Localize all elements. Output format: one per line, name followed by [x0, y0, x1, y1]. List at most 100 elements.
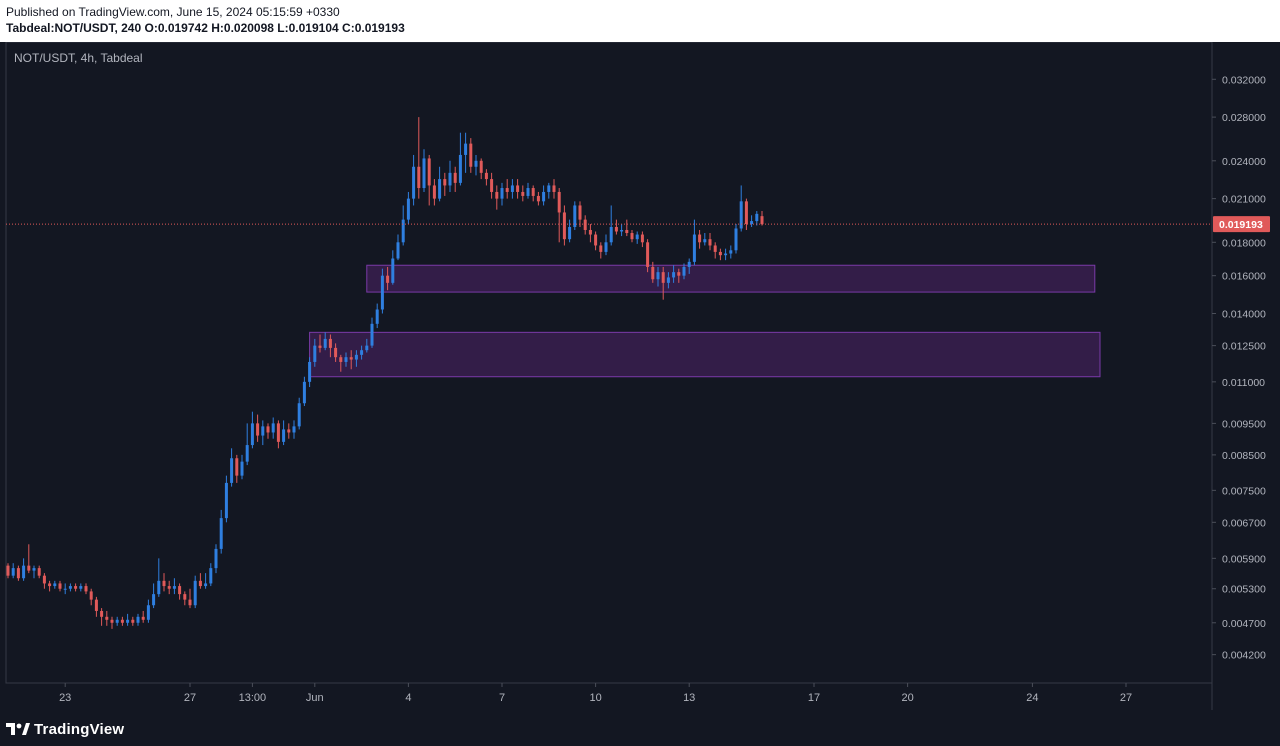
candle-body: [495, 191, 499, 199]
candle: [74, 583, 78, 592]
candle: [183, 591, 187, 606]
candle: [552, 179, 556, 199]
candle-body: [74, 586, 78, 589]
candle-body: [68, 586, 72, 589]
candle-body: [432, 185, 436, 199]
symbol-interval: Tabdeal:NOT/USDT, 240: [6, 21, 142, 35]
price-tick-label: 0.005900: [1222, 553, 1266, 565]
candle: [458, 132, 462, 186]
candle: [692, 219, 696, 266]
tradingview-logo[interactable]: TradingView: [6, 719, 124, 739]
time-tick-label: 27: [184, 692, 196, 704]
candle-body: [188, 599, 192, 606]
price-tick-label: 0.021000: [1222, 194, 1266, 206]
candle-body: [573, 205, 577, 227]
candle-body: [552, 185, 556, 192]
candle-body: [760, 216, 764, 225]
candle: [94, 596, 98, 617]
price-tick-label: 0.009500: [1222, 418, 1266, 430]
last-price-label: 0.019193: [1219, 219, 1263, 231]
candle-body: [58, 583, 62, 589]
candle: [292, 420, 296, 439]
candle-body: [646, 242, 650, 267]
candle: [604, 234, 608, 256]
price-chart[interactable]: 0.032000 0.028000 0.024000 0.021000 0.018000…: [0, 42, 1280, 710]
candle-body: [453, 172, 457, 183]
candle: [339, 354, 343, 372]
candle: [37, 565, 41, 579]
candle: [105, 610, 109, 626]
candle-body: [224, 482, 228, 519]
candle-body: [48, 583, 52, 587]
candle-body: [313, 345, 317, 362]
candle-body: [256, 423, 260, 436]
price-tick-label: 0.028000: [1222, 112, 1266, 124]
candle-body: [739, 201, 743, 229]
candle: [120, 616, 124, 626]
price-tick-label: 0.004200: [1222, 650, 1266, 662]
candle-body: [53, 583, 57, 587]
time-tick-label: 7: [499, 692, 505, 704]
candle-body: [287, 429, 291, 433]
candle: [609, 205, 613, 246]
candle-body: [750, 221, 754, 225]
candle: [666, 272, 670, 289]
candle: [323, 332, 327, 351]
candle-body: [609, 226, 613, 243]
candle-body: [219, 518, 223, 549]
candle-body: [625, 229, 629, 234]
candle: [568, 219, 572, 243]
candle: [27, 544, 31, 574]
candle: [729, 245, 733, 259]
candle-body: [568, 226, 572, 240]
candle: [328, 334, 332, 358]
candle: [755, 211, 759, 226]
price-tick-label: 0.006700: [1222, 517, 1266, 529]
candle-body: [172, 586, 176, 589]
candle-body: [89, 591, 93, 600]
candle-body: [661, 272, 665, 283]
candle: [308, 357, 312, 388]
candle: [110, 616, 114, 629]
candle-body: [276, 423, 280, 442]
candle-body: [365, 345, 369, 351]
candle-body: [105, 616, 109, 620]
candle-body: [204, 583, 208, 587]
candle-body: [375, 309, 379, 324]
candle-body: [292, 426, 296, 433]
candle: [209, 563, 213, 587]
demand-zone-1[interactable]: [366, 264, 1096, 293]
tradingview-logo-icon: [6, 723, 30, 735]
price-tick-label: 0.007500: [1222, 485, 1266, 497]
candle-body: [458, 154, 462, 183]
candle: [318, 334, 322, 353]
candle: [126, 613, 130, 626]
candle: [89, 588, 93, 606]
candle-body: [698, 234, 702, 243]
candle-body: [682, 266, 686, 276]
candle: [6, 563, 10, 579]
candle: [178, 583, 182, 600]
candle-body: [198, 580, 202, 587]
candle: [526, 182, 530, 199]
candle: [115, 616, 119, 626]
candle-body: [666, 277, 670, 283]
demand-zone-2[interactable]: [309, 331, 1101, 378]
candle-body: [349, 357, 353, 360]
candle-body: [479, 160, 483, 173]
candle-body: [755, 213, 759, 222]
candle-body: [157, 580, 161, 595]
candle-body: [131, 619, 135, 623]
candle: [391, 250, 395, 285]
candle-body: [136, 616, 140, 623]
candle: [401, 205, 405, 246]
candle: [573, 201, 577, 230]
candle: [448, 160, 452, 192]
candle-body: [360, 350, 364, 355]
candle-body: [484, 172, 488, 180]
candle: [219, 509, 223, 554]
candle: [204, 573, 208, 589]
brand-name: TradingView: [34, 720, 125, 738]
candle-body: [282, 429, 286, 442]
candle: [193, 575, 197, 609]
